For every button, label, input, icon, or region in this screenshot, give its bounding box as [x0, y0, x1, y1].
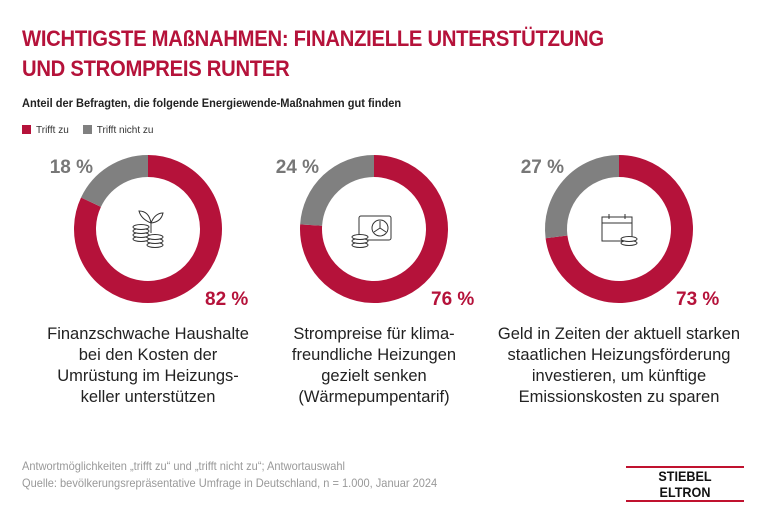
- desc-line: keller unterstützen: [80, 388, 216, 406]
- desc-line: Strompreise für klima-: [293, 325, 455, 343]
- donut-segment-no: [81, 155, 149, 208]
- title-line-1: WICHTIGSTE MAßNAHMEN: FINANZIELLE UNTERS…: [22, 26, 604, 51]
- value-label-no: 27 %: [521, 157, 564, 178]
- title-line-2: UND STROMPREIS RUNTER: [22, 56, 290, 81]
- value-label-yes: 73 %: [676, 289, 719, 310]
- value-label-no: 18 %: [50, 157, 93, 178]
- value-label-no: 24 %: [276, 157, 319, 178]
- legend-label-yes: Trifft zu: [36, 125, 69, 136]
- donut-segment-no: [545, 155, 620, 239]
- legend-item-yes: Trifft zu: [22, 125, 69, 136]
- legend-label-no: Trifft nicht zu: [96, 125, 154, 136]
- desc-line: Umrüstung im Heizungs-: [57, 367, 239, 385]
- footnote-answers: Antwortmöglichkeiten „trifft zu“ und „tr…: [22, 459, 345, 473]
- calendar-coins-icon: [601, 214, 638, 246]
- desc-line: Geld in Zeiten der aktuell starken: [497, 325, 741, 343]
- donut-segment-yes: [300, 155, 448, 303]
- value-label-yes: 82 %: [205, 289, 248, 310]
- donut-segment-yes: [74, 155, 222, 303]
- description-1: Finanzschwache Haushalte bei den Kosten …: [33, 324, 263, 408]
- description-3: Geld in Zeiten der aktuell starken staat…: [484, 324, 754, 408]
- desc-line: Emissionskosten zu sparen: [518, 388, 720, 406]
- donut-segment-yes: [545, 155, 693, 303]
- chart-subtitle: Anteil der Befragten, die folgende Energ…: [22, 96, 402, 110]
- plant-coins-icon: [132, 210, 164, 248]
- desc-line: bei den Kosten der: [78, 346, 218, 364]
- footnote: Antwortmöglichkeiten „trifft zu“ und „tr…: [22, 458, 437, 492]
- description-2: Strompreise für klima- freundliche Heizu…: [259, 324, 489, 408]
- desc-line: investieren, um künftige: [531, 367, 707, 385]
- value-label-yes: 76 %: [431, 289, 474, 310]
- desc-line: (Wärmepumpentarif): [298, 388, 450, 406]
- logo-text: STIEBEL ELTRON: [658, 468, 712, 500]
- desc-line: freundliche Heizungen: [291, 346, 457, 364]
- desc-line: gezielt senken: [321, 367, 427, 385]
- legend: Trifft zu Trifft nicht zu: [22, 125, 153, 136]
- legend-item-no: Trifft nicht zu: [82, 125, 154, 136]
- donut-segment-no: [300, 155, 375, 227]
- desc-line: staatlichen Heizungsförderung: [507, 346, 731, 364]
- footnote-source: Quelle: bevölkerungsrepräsentative Umfra…: [22, 476, 438, 490]
- legend-swatch-yes: [22, 125, 31, 134]
- brand-logo: STIEBEL ELTRON: [626, 466, 744, 502]
- chart-title: WICHTIGSTE MAßNAHMEN: FINANZIELLE UNTERS…: [22, 24, 604, 84]
- legend-swatch-no: [82, 125, 92, 134]
- desc-line: Finanzschwache Haushalte: [47, 325, 249, 343]
- heatpump-coins-icon: [351, 215, 392, 248]
